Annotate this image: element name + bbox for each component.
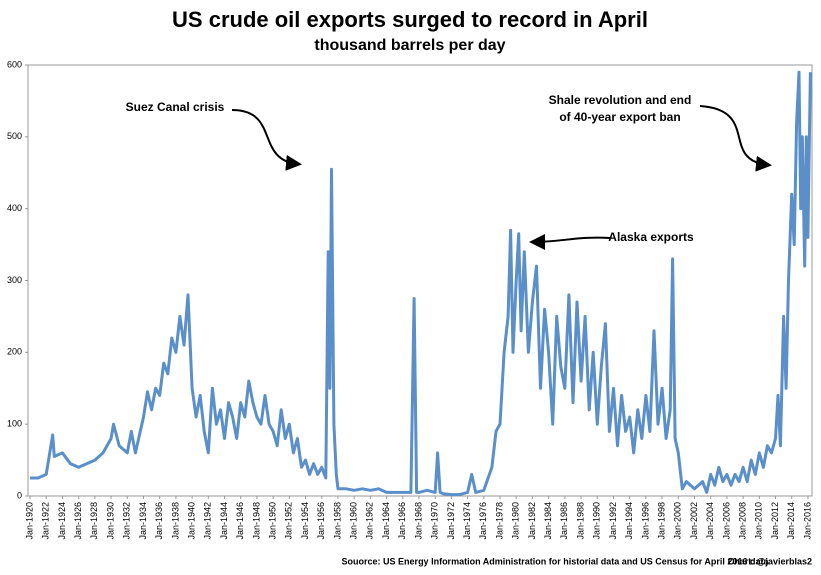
x-tick-label: Jan-1986	[559, 502, 569, 540]
x-tick-label: Jan-2002	[689, 502, 699, 540]
x-tick-label: Jan-1922	[41, 502, 51, 540]
x-tick-label: Jan-1920	[24, 502, 34, 540]
chart-title: US crude oil exports surged to record in…	[172, 7, 648, 32]
x-tick-label: Jan-1964	[381, 502, 391, 540]
x-tick-label: Jan-1962	[365, 502, 375, 540]
x-tick-label: Jan-1978	[494, 502, 504, 540]
x-tick-label: Jan-1946	[235, 502, 245, 540]
x-tick-label: Jan-1974	[462, 502, 472, 540]
x-tick-label: Jan-1928	[89, 502, 99, 540]
y-tick-label: 400	[7, 203, 22, 213]
x-tick-label: Jan-1960	[349, 502, 359, 540]
x-tick-label: Jan-1958	[332, 502, 342, 540]
series-line	[30, 70, 812, 497]
x-tick-label: Jan-1988	[575, 502, 585, 540]
annotation: Shale revolution and end	[549, 93, 692, 107]
x-tick-label: Jan-1950	[268, 502, 278, 540]
y-tick-label: 500	[7, 131, 22, 141]
y-tick-label: 200	[7, 347, 22, 357]
y-tick-label: 100	[7, 419, 22, 429]
annotation: Alaska exports	[608, 230, 694, 244]
x-tick-label: Jan-1936	[154, 502, 164, 540]
x-tick-label: Jan-2014	[786, 502, 796, 540]
x-tick-label: Jan-2006	[721, 502, 731, 540]
x-tick-label: Jan-1930	[105, 502, 115, 540]
arrow	[529, 233, 611, 250]
annotation: Suez Canal crisis	[126, 100, 225, 114]
plot-frame	[27, 64, 813, 497]
x-tick-label: Jan-1992	[608, 502, 618, 540]
x-tick-label: Jan-1924	[57, 502, 67, 540]
x-tick-label: Jan-1954	[300, 502, 310, 540]
source: Souorce: US Energy Information Administr…	[342, 556, 770, 566]
x-tick-label: Jan-2000	[673, 502, 683, 540]
x-tick-label: Jan-1998	[656, 502, 666, 540]
x-tick-label: Jan-1968	[413, 502, 423, 540]
x-tick-label: Jan-2004	[705, 502, 715, 540]
x-tick-label: Jan-2012	[770, 502, 780, 540]
x-tick-label: Jan-1994	[624, 502, 634, 540]
x-tick-label: Jan-1996	[640, 502, 650, 540]
x-tick-label: Jan-1932	[122, 502, 132, 540]
x-tick-label: Jan-1926	[73, 502, 83, 540]
x-tick-label: Jan-1980	[511, 502, 521, 540]
credit: Chart: @javierblas2	[728, 556, 812, 566]
annotation: of 40-year export ban	[559, 110, 680, 124]
arrow	[699, 105, 772, 172]
x-tick-label: Jan-2008	[737, 502, 747, 540]
y-tick-label: 0	[17, 490, 22, 500]
arrow	[231, 109, 302, 171]
x-tick-label: Jan-1940	[186, 502, 196, 540]
y-tick-label: 300	[7, 275, 22, 285]
x-tick-label: Jan-1952	[284, 502, 294, 540]
x-tick-label: Jan-1972	[446, 502, 456, 540]
x-tick-label: Jan-1976	[478, 502, 488, 540]
x-tick-label: Jan-1944	[219, 502, 229, 540]
x-tick-label: Jan-2016	[802, 502, 812, 540]
y-tick-label: 600	[7, 59, 22, 69]
x-tick-label: Jan-2010	[754, 502, 764, 540]
x-tick-label: Jan-1966	[397, 502, 407, 540]
x-tick-label: Jan-1984	[543, 502, 553, 540]
x-tick-label: Jan-1982	[527, 502, 537, 540]
x-tick-label: Jan-1934	[138, 502, 148, 540]
x-tick-label: Jan-1948	[251, 502, 261, 540]
x-tick-label: Jan-1970	[430, 502, 440, 540]
x-tick-label: Jan-1938	[170, 502, 180, 540]
x-tick-label: Jan-1942	[203, 502, 213, 540]
chart-subtitle: thousand barrels per day	[314, 37, 505, 54]
x-tick-label: Jan-1990	[592, 502, 602, 540]
x-tick-label: Jan-1956	[316, 502, 326, 540]
